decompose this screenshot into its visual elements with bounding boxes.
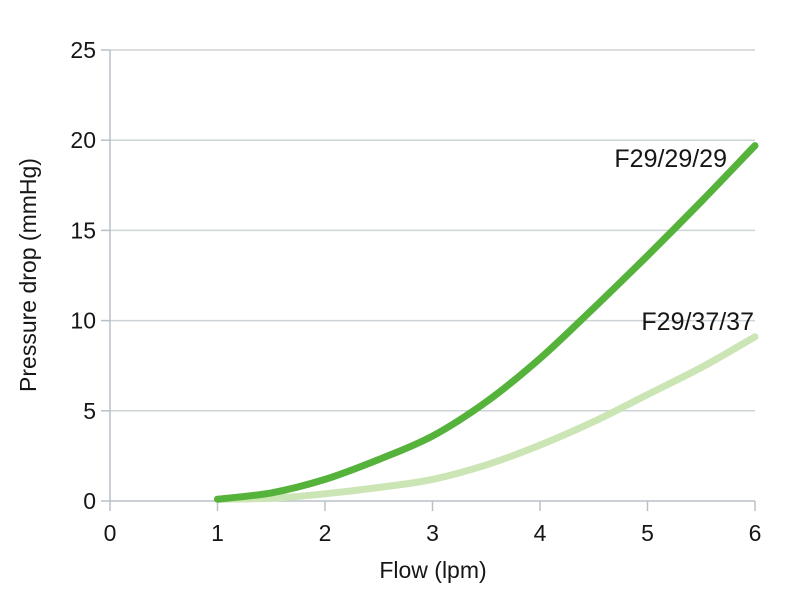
- y-tick-label-10: 10: [70, 308, 96, 334]
- y-tick-marks: [101, 49, 110, 502]
- x-tick-label-5: 5: [641, 520, 654, 546]
- y-tick-label-0: 0: [83, 488, 96, 514]
- x-axis-label: Flow (lpm): [379, 557, 486, 583]
- y-tick-label-15: 15: [70, 217, 96, 243]
- series-label-f29-37-37: F29/37/37: [641, 308, 754, 336]
- x-tick-label-6: 6: [749, 520, 762, 546]
- x-tick-label-3: 3: [426, 520, 439, 546]
- curve-f29-29-29: [214, 142, 759, 503]
- x-tick-label-2: 2: [319, 520, 332, 546]
- x-tick-marks: [109, 501, 756, 511]
- series-label-f29-29-29: F29/29/29: [614, 145, 727, 173]
- y-tick-label-20: 20: [70, 127, 96, 153]
- x-tick-labels: 0 1 2 3 4 5 6: [104, 520, 762, 546]
- y-tick-label-5: 5: [83, 398, 96, 424]
- x-tick-label-4: 4: [534, 520, 547, 546]
- y-tick-label-25: 25: [70, 37, 96, 63]
- y-tick-labels: 25 20 15 10 5 0: [70, 37, 96, 514]
- curve-f29-37-37: [214, 333, 759, 503]
- x-tick-label-0: 0: [104, 520, 117, 546]
- y-axis-label: Pressure drop (mmHg): [15, 158, 41, 392]
- gridlines: [110, 49, 755, 412]
- x-tick-label-1: 1: [211, 520, 224, 546]
